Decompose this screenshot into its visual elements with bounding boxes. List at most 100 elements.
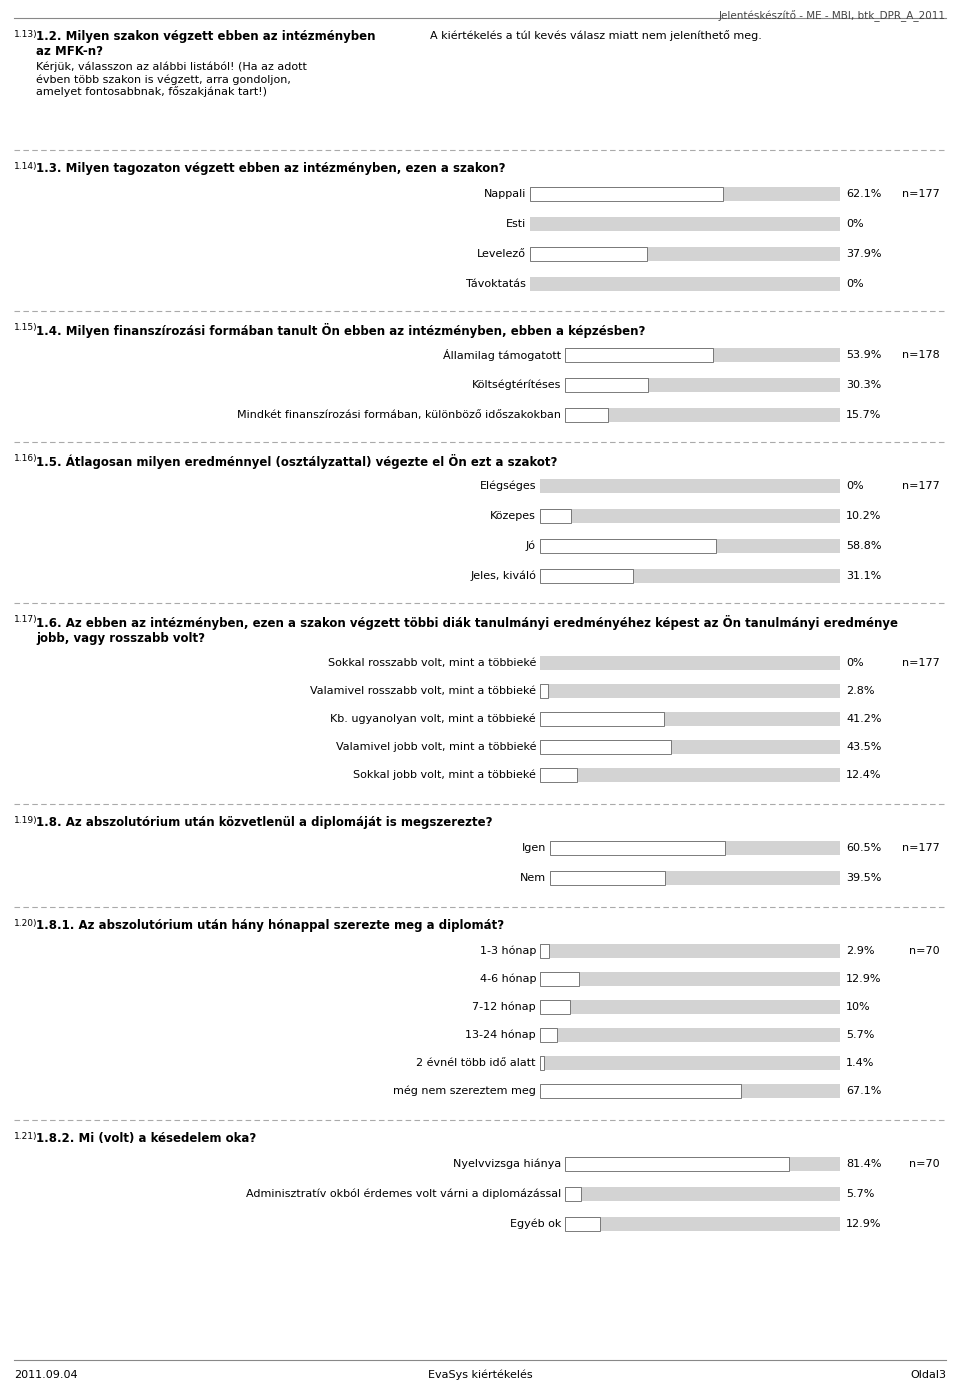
Bar	[540, 972, 579, 986]
Text: n=70: n=70	[909, 1159, 940, 1169]
Text: 1.4. Milyen finanszírozási formában tanult Ön ebben az intézményben, ebben a kép: 1.4. Milyen finanszírozási formában tanu…	[36, 324, 645, 338]
Text: 1.8.1. Az abszolutórium után hány hónappal szerezte meg a diplomát?: 1.8.1. Az abszolutórium után hány hónapp…	[36, 919, 504, 932]
Text: Igen: Igen	[521, 843, 546, 852]
Text: Valamivel rosszabb volt, mint a többieké: Valamivel rosszabb volt, mint a többieké	[310, 686, 536, 696]
Text: 1.3. Milyen tagozaton végzett ebben az intézményben, ezen a szakon?: 1.3. Milyen tagozaton végzett ebben az i…	[36, 162, 506, 174]
Bar	[565, 378, 840, 392]
Bar	[540, 739, 670, 755]
Text: n=70: n=70	[909, 946, 940, 956]
Text: Közepes: Közepes	[491, 511, 536, 520]
Text: 41.2%: 41.2%	[846, 714, 881, 724]
Bar	[540, 509, 570, 523]
Text: 43.5%: 43.5%	[846, 742, 881, 752]
Bar	[540, 478, 840, 492]
Bar	[530, 247, 647, 261]
Bar	[540, 569, 634, 583]
Text: Jeles, kiváló: Jeles, kiváló	[470, 571, 536, 582]
Bar	[565, 1156, 840, 1170]
Text: 1.17): 1.17)	[14, 615, 37, 624]
Bar	[565, 1216, 600, 1230]
Text: Oldal3: Oldal3	[910, 1370, 946, 1380]
Text: Elégséges: Elégséges	[479, 481, 536, 491]
Bar	[540, 656, 840, 670]
Text: 12.4%: 12.4%	[846, 770, 881, 780]
Text: 81.4%: 81.4%	[846, 1159, 881, 1169]
Text: 2011.09.04: 2011.09.04	[14, 1370, 78, 1380]
Bar	[540, 711, 663, 725]
Bar	[540, 972, 840, 986]
Bar	[540, 944, 840, 958]
Text: 1.14): 1.14)	[14, 162, 37, 172]
Bar	[540, 1084, 840, 1098]
Text: 1.19): 1.19)	[14, 816, 37, 824]
Text: 1.5. Átlagosan milyen eredménnyel (osztályzattal) végezte el Ön ezt a szakot?: 1.5. Átlagosan milyen eredménnyel (osztá…	[36, 453, 558, 469]
Text: Nappali: Nappali	[484, 188, 526, 199]
Text: 0%: 0%	[846, 658, 864, 668]
Text: 1.15): 1.15)	[14, 324, 37, 332]
Text: 1-3 hónap: 1-3 hónap	[480, 946, 536, 956]
Text: 7-12 hónap: 7-12 hónap	[472, 1002, 536, 1013]
Bar	[540, 944, 549, 958]
Bar	[530, 278, 840, 292]
Bar	[565, 378, 648, 392]
Text: Kb. ugyanolyan volt, mint a többieké: Kb. ugyanolyan volt, mint a többieké	[330, 714, 536, 724]
Text: n=177: n=177	[902, 843, 940, 852]
Bar	[565, 347, 840, 361]
Bar	[540, 569, 840, 583]
Text: 0%: 0%	[846, 481, 864, 491]
Text: 53.9%: 53.9%	[846, 350, 881, 360]
Text: 62.1%: 62.1%	[846, 188, 881, 199]
Bar	[565, 407, 840, 423]
Text: Kérjük, válasszon az alábbi listából! (Ha az adott
évben több szakon is végzett,: Kérjük, válasszon az alábbi listából! (H…	[36, 61, 307, 98]
Bar	[530, 218, 840, 232]
Bar	[540, 1084, 741, 1098]
Text: Sokkal rosszabb volt, mint a többieké: Sokkal rosszabb volt, mint a többieké	[327, 658, 536, 668]
Text: A kiértékelés a túl kevés válasz miatt nem jeleníthető meg.: A kiértékelés a túl kevés válasz miatt n…	[430, 31, 762, 40]
Bar	[540, 538, 840, 552]
Text: 2 évnél több idő alatt: 2 évnél több idő alatt	[417, 1057, 536, 1069]
Text: 2.9%: 2.9%	[846, 946, 875, 956]
Text: Egyéb ok: Egyéb ok	[510, 1219, 561, 1229]
Text: 1.8.2. Mi (volt) a késedelem oka?: 1.8.2. Mi (volt) a késedelem oka?	[36, 1131, 256, 1145]
Text: 10%: 10%	[846, 1002, 871, 1011]
Text: 4-6 hónap: 4-6 hónap	[479, 974, 536, 985]
Bar	[540, 538, 716, 552]
Bar	[540, 684, 548, 698]
Text: n=177: n=177	[902, 658, 940, 668]
Bar	[530, 247, 840, 261]
Text: Jó: Jó	[526, 541, 536, 551]
Text: 1.20): 1.20)	[14, 919, 37, 928]
Bar	[565, 1187, 581, 1201]
Text: Sokkal jobb volt, mint a többieké: Sokkal jobb volt, mint a többieké	[353, 770, 536, 780]
Text: 5.7%: 5.7%	[846, 1189, 875, 1198]
Text: 12.9%: 12.9%	[846, 1219, 881, 1229]
Text: 5.7%: 5.7%	[846, 1030, 875, 1041]
Text: 1.6. Az ebben az intézményben, ezen a szakon végzett többi diák tanulmányi eredm: 1.6. Az ebben az intézményben, ezen a sz…	[36, 615, 898, 644]
Text: 12.9%: 12.9%	[846, 974, 881, 983]
Bar	[540, 684, 840, 698]
Bar	[550, 870, 840, 884]
Text: 10.2%: 10.2%	[846, 511, 881, 520]
Text: még nem szereztem meg: még nem szereztem meg	[394, 1085, 536, 1096]
Bar	[540, 1028, 557, 1042]
Text: Mindkét finanszírozási formában, különböző időszakokban: Mindkét finanszírozási formában, különbö…	[237, 410, 561, 420]
Bar	[540, 1056, 544, 1070]
Bar	[565, 1187, 840, 1201]
Text: Levelező: Levelező	[477, 248, 526, 259]
Text: 1.8. Az abszolutórium után közvetlenül a diplomáját is megszerezte?: 1.8. Az abszolutórium után közvetlenül a…	[36, 816, 492, 829]
Text: n=177: n=177	[902, 481, 940, 491]
Text: 1.4%: 1.4%	[846, 1057, 875, 1069]
Bar	[550, 870, 664, 884]
Bar	[540, 769, 840, 783]
Bar	[540, 739, 840, 755]
Bar	[565, 347, 713, 361]
Text: 13-24 hónap: 13-24 hónap	[466, 1030, 536, 1041]
Bar	[540, 769, 577, 783]
Text: 1.21): 1.21)	[14, 1131, 37, 1141]
Text: Nyelvvizsga hiánya: Nyelvvizsga hiánya	[453, 1159, 561, 1169]
Text: 37.9%: 37.9%	[846, 248, 881, 259]
Bar	[565, 407, 609, 423]
Text: 2.8%: 2.8%	[846, 686, 875, 696]
Text: 1.13): 1.13)	[14, 31, 37, 39]
Bar	[540, 1000, 840, 1014]
